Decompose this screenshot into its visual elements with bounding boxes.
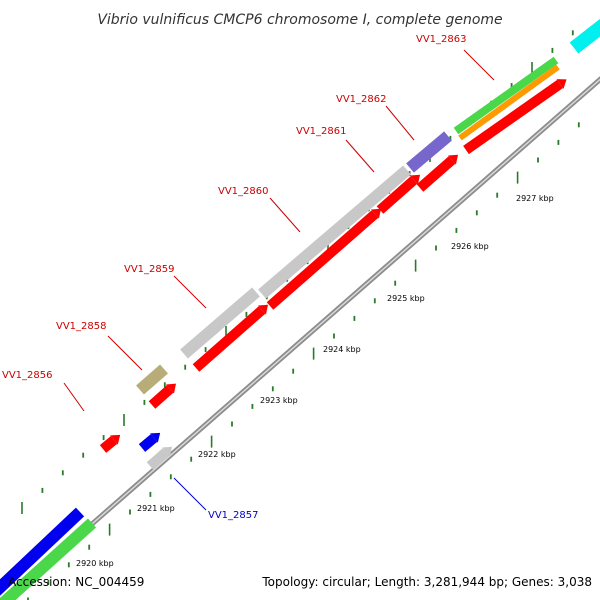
feature-vv1-2859 [180, 287, 260, 359]
feature-green-lower [0, 518, 97, 600]
scale-label: 2923 kbp [260, 396, 298, 405]
leader-line [269, 197, 301, 233]
gene-labels: VV1_2856 VV1_2857 VV1_2858 VV1_2859 VV1_2860… [2, 34, 467, 521]
scale-label: 2927 kbp [516, 194, 554, 203]
feature-vv1-2861-red [376, 176, 418, 214]
feature-vv1-2863-red [463, 79, 563, 155]
feature-vv1-2863-red-arrowhead [556, 79, 567, 89]
feature-vv1-2859-red [192, 306, 266, 372]
feature-vv1-2860 [258, 165, 411, 299]
scale-labels: 2920 kbp 2921 kbp 2922 kbp 2923 kbp 2924 kbp… [76, 194, 554, 568]
gene-label-vv1-2860[interactable]: VV1_2860 [218, 186, 269, 197]
feature-vv1-2858 [136, 364, 168, 395]
feature-vv1-2856-blue [0, 507, 85, 596]
leader-line [345, 139, 375, 173]
gene-label-vv1-2863[interactable]: VV1_2863 [416, 34, 467, 45]
genome-summary-text: Topology: circular; Length: 3,281,944 bp… [261, 575, 592, 589]
leader-line [173, 477, 207, 511]
scale-label: 2921 kbp [137, 504, 175, 513]
feature-vv1-2862-red-arrowhead [448, 154, 459, 165]
scale-label: 2922 kbp [198, 450, 236, 459]
feature-vv1-2858-red [148, 385, 174, 409]
leader-line [63, 382, 85, 412]
feature-vv1-2856-arrowhead [110, 434, 121, 445]
feature-vv1-2857 [146, 448, 170, 470]
map-title: Vibrio vulnificus CMCP6 chromosome I, co… [97, 12, 502, 28]
gene-label-vv1-2857[interactable]: VV1_2857 [208, 510, 259, 521]
leader-line [385, 105, 415, 141]
label-leader-lines [63, 49, 495, 511]
feature-vv1-2856 [99, 436, 118, 453]
feature-vv1-2862-red [416, 156, 456, 192]
feature-vv1-2861-red-arrowhead [410, 174, 420, 185]
feature-vv1-2859-red-arrowhead [258, 304, 269, 315]
leader-line [463, 49, 495, 81]
gene-label-vv1-2858[interactable]: VV1_2858 [56, 321, 107, 332]
accession-text: Accession: NC_004459 [8, 575, 144, 589]
scale-label: 2920 kbp [76, 559, 114, 568]
scale-label: 2925 kbp [387, 294, 425, 303]
leader-line [107, 335, 143, 371]
feature-vv1-2860-red-arrowhead [371, 208, 382, 219]
inner-tick-marks [27, 122, 580, 600]
gene-features [0, 18, 600, 600]
gene-label-vv1-2862[interactable]: VV1_2862 [336, 94, 387, 105]
scale-label: 2924 kbp [323, 345, 361, 354]
feature-vv1-2862 [406, 131, 452, 173]
leader-line [173, 275, 207, 309]
feature-vv1-2857-arrowhead [162, 446, 173, 457]
gene-label-vv1-2861[interactable]: VV1_2861 [296, 126, 347, 137]
feature-vv1-2863-orange [458, 64, 560, 141]
feature-vv1-2857-blue [138, 434, 158, 452]
gene-label-vv1-2859[interactable]: VV1_2859 [124, 264, 175, 275]
feature-vv1-2860-red [266, 210, 379, 310]
feature-vv1-2858-red-arrowhead [166, 383, 176, 394]
feature-vv1-2857-blue-arrowhead [150, 432, 161, 443]
feature-vv1-2863-green [453, 56, 559, 135]
feature-cyan-upper [569, 18, 600, 54]
scale-label: 2926 kbp [451, 242, 489, 251]
gene-label-vv1-2856[interactable]: VV1_2856 [2, 370, 53, 381]
